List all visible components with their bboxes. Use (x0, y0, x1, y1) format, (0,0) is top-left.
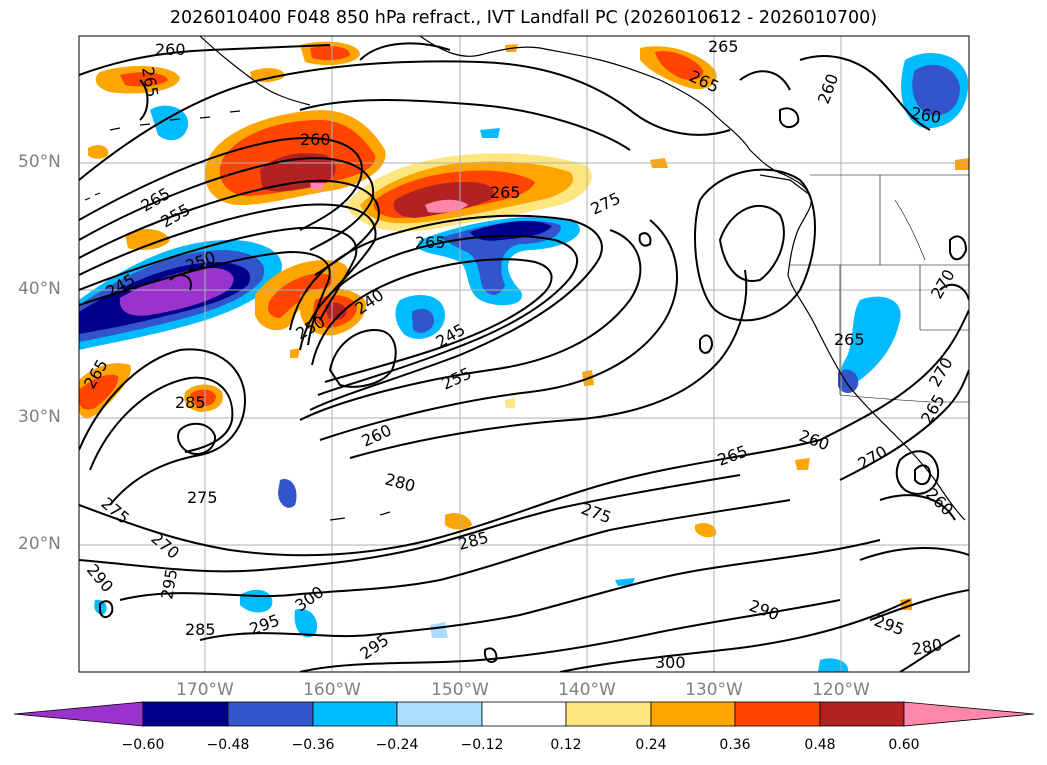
colorbar-tick-label: 0.48 (804, 737, 836, 753)
negative-anomaly-region (615, 578, 635, 586)
positive-anomaly-region (695, 523, 717, 538)
positive-anomaly-region (125, 228, 170, 250)
colorbar-segment (734, 701, 821, 727)
positive-anomaly-region (445, 513, 472, 530)
contour-label: 285 (175, 393, 206, 412)
filled-regions (79, 41, 969, 672)
positive-anomaly-region (393, 182, 494, 218)
positive-anomaly-region (655, 51, 704, 80)
contour-label: 265 (708, 37, 739, 56)
graticule (79, 36, 969, 672)
negative-anomaly-region (840, 296, 901, 384)
colorbar-segment (481, 701, 567, 727)
contour-label: 260 (300, 130, 331, 149)
contour-label: 275 (187, 488, 218, 507)
colorbar-segment (565, 701, 652, 727)
colorbar-extend-min (13, 701, 144, 727)
colorbar-tick-label: −0.12 (460, 737, 504, 753)
positive-anomaly-region (505, 398, 515, 408)
negative-anomaly-region (838, 369, 859, 394)
negative-anomaly-region (912, 64, 960, 116)
colorbar-tick-label: −0.36 (291, 737, 335, 753)
positive-anomaly-region (310, 46, 350, 61)
contour-label: 285 (185, 620, 216, 639)
negative-anomaly-region (430, 622, 448, 638)
negative-anomaly-region (150, 105, 189, 141)
lon-label: 120°W (812, 680, 870, 700)
lat-label: 50°N (18, 152, 61, 172)
colorbar-tick-label: −0.60 (121, 737, 165, 753)
map-plot-area: 260 265 265 265 260 265 260 260 255 265 … (79, 36, 969, 672)
colorbar-segment (396, 701, 483, 727)
lon-label: 170°W (176, 680, 234, 700)
positive-anomaly-region (425, 199, 468, 213)
contour-label: 265 (834, 330, 865, 349)
colorbar-tick-label: 0.12 (550, 737, 582, 753)
colorbar-tick-label: 0.60 (888, 737, 920, 753)
negative-anomaly-region (440, 220, 561, 295)
lon-label: 140°W (558, 680, 616, 700)
lat-label: 30°N (18, 407, 61, 427)
negative-anomaly-region (480, 128, 500, 138)
state-borders (790, 174, 969, 403)
negative-anomaly-region (412, 308, 435, 333)
colorbar-segment (819, 701, 905, 727)
lon-label: 130°W (685, 680, 743, 700)
colorbar-extend-max (903, 701, 1035, 727)
colorbar-segment (142, 701, 229, 727)
colorbar-segment (312, 701, 398, 727)
colorbar (13, 701, 1035, 727)
positive-anomaly-region (955, 158, 969, 170)
positive-anomaly-region (190, 389, 216, 407)
coastlines (84, 36, 966, 521)
colorbar-segment (227, 701, 314, 727)
contour-label: 265 (415, 233, 446, 252)
colorbar-tick-label: −0.48 (206, 737, 250, 753)
positive-anomaly-region (325, 302, 347, 320)
contour-label: 260 (155, 40, 186, 59)
positive-anomaly-region (79, 374, 119, 410)
positive-anomaly-region (290, 348, 300, 358)
lat-label: 40°N (18, 279, 61, 299)
lat-label: 20°N (18, 534, 61, 554)
map-title: 2026010400 F048 850 hPa refract., IVT La… (169, 8, 878, 28)
colorbar-tick-label: −0.24 (375, 737, 419, 753)
colorbar-segment (650, 701, 736, 727)
negative-anomaly-region (294, 609, 318, 638)
map-frame (78, 35, 970, 673)
lon-label: 160°W (303, 680, 361, 700)
refractivity-contours (79, 42, 969, 672)
lon-label: 150°W (431, 680, 489, 700)
positive-anomaly-region (795, 458, 810, 470)
positive-anomaly-region (310, 183, 325, 190)
contour-label: 300 (655, 653, 686, 672)
colorbar-tick-label: 0.36 (719, 737, 751, 753)
positive-anomaly-region (88, 145, 109, 159)
colorbar-tick-label: 0.24 (635, 737, 667, 753)
positive-anomaly-region (120, 72, 168, 87)
contour-label: 265 (490, 183, 521, 202)
positive-anomaly-region (250, 68, 285, 83)
negative-anomaly-region (278, 479, 297, 508)
